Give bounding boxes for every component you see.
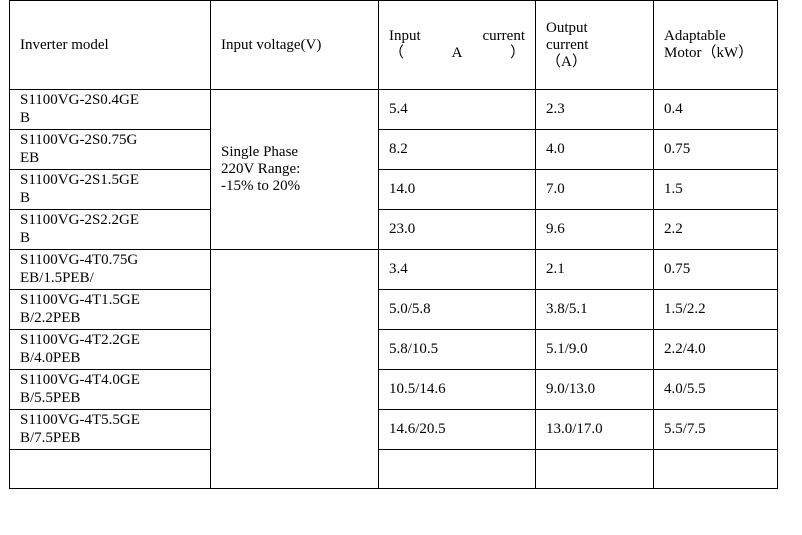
table-row-partial — [9, 449, 778, 489]
cell-input-current: 23.0 — [378, 209, 536, 250]
header-inverter-model: Inverter model — [9, 0, 211, 90]
cell-three-phase-voltage — [210, 249, 379, 489]
cell-model: S1100VG-4T4.0GE B/5.5PEB — [9, 369, 211, 410]
cell-input-current: 14.6/20.5 — [378, 409, 536, 450]
cell-model: S1100VG-4T1.5GE B/2.2PEB — [9, 289, 211, 330]
cell-output-current: 13.0/17.0 — [535, 409, 654, 450]
cell-model: S1100VG-2S0.4GE B — [9, 89, 211, 130]
cell-motor-power: 5.5/7.5 — [653, 409, 778, 450]
cell-motor-power: 0.75 — [653, 249, 778, 290]
cell-output-current: 9.6 — [535, 209, 654, 250]
cell-motor-power: 4.0/5.5 — [653, 369, 778, 410]
cell-output-current: 2.3 — [535, 89, 654, 130]
cell-model: S1100VG-4T2.2GE B/4.0PEB — [9, 329, 211, 370]
cell-model: S1100VG-4T0.75G EB/1.5PEB/ — [9, 249, 211, 290]
cell-output-current — [535, 449, 654, 489]
table-row: S1100VG-4T1.5GE B/2.2PEB 5.0/5.8 3.8/5.1… — [9, 289, 778, 330]
cell-output-current: 7.0 — [535, 169, 654, 210]
cell-motor-power: 0.75 — [653, 129, 778, 170]
cell-input-current: 5.8/10.5 — [378, 329, 536, 370]
cell-input-current: 3.4 — [378, 249, 536, 290]
cell-input-current: 10.5/14.6 — [378, 369, 536, 410]
cell-motor-power — [653, 449, 778, 489]
inverter-spec-table: Inverter model Input voltage(V) Input cu… — [9, 0, 778, 489]
cell-motor-power: 2.2/4.0 — [653, 329, 778, 370]
cell-input-current: 5.4 — [378, 89, 536, 130]
cell-output-current: 9.0/13.0 — [535, 369, 654, 410]
cell-output-current: 4.0 — [535, 129, 654, 170]
header-input-current: Input current （A） — [378, 0, 536, 90]
cell-input-current — [378, 449, 536, 489]
cell-motor-power: 1.5/2.2 — [653, 289, 778, 330]
cell-output-current: 3.8/5.1 — [535, 289, 654, 330]
cell-single-phase-voltage: Single Phase 220V Range: -15% to 20% — [210, 89, 379, 250]
table-header-row: Inverter model Input voltage(V) Input cu… — [9, 0, 778, 90]
cell-input-current: 5.0/5.8 — [378, 289, 536, 330]
table-row: S1100VG-4T2.2GE B/4.0PEB 5.8/10.5 5.1/9.… — [9, 329, 778, 370]
cell-motor-power: 0.4 — [653, 89, 778, 130]
header-adaptable-motor: Adaptable Motor（kW） — [653, 0, 778, 90]
table-row: S1100VG-2S1.5GE B 14.0 7.0 1.5 — [9, 169, 778, 210]
cell-model: S1100VG-4T5.5GE B/7.5PEB — [9, 409, 211, 450]
cell-model: S1100VG-2S1.5GE B — [9, 169, 211, 210]
cell-motor-power: 1.5 — [653, 169, 778, 210]
table-row: S1100VG-2S0.4GE B Single Phase 220V Rang… — [9, 89, 778, 250]
cell-output-current: 5.1/9.0 — [535, 329, 654, 370]
cell-output-current: 2.1 — [535, 249, 654, 290]
table-row: S1100VG-4T0.75G EB/1.5PEB/ 3.4 2.1 0.75 — [9, 249, 778, 489]
cell-motor-power: 2.2 — [653, 209, 778, 250]
cell-input-current: 8.2 — [378, 129, 536, 170]
cell-model — [9, 449, 211, 489]
header-output-current: Output current （A） — [535, 0, 654, 90]
table-row: S1100VG-2S0.75G EB 8.2 4.0 0.75 — [9, 129, 778, 170]
table-row: S1100VG-2S2.2GE B 23.0 9.6 2.2 — [9, 209, 778, 250]
cell-model: S1100VG-2S0.75G EB — [9, 129, 211, 170]
cell-input-current: 14.0 — [378, 169, 536, 210]
header-input-voltage: Input voltage(V) — [210, 0, 379, 90]
table-row: S1100VG-4T5.5GE B/7.5PEB 14.6/20.5 13.0/… — [9, 409, 778, 450]
table-row: S1100VG-4T4.0GE B/5.5PEB 10.5/14.6 9.0/1… — [9, 369, 778, 410]
cell-model: S1100VG-2S2.2GE B — [9, 209, 211, 250]
